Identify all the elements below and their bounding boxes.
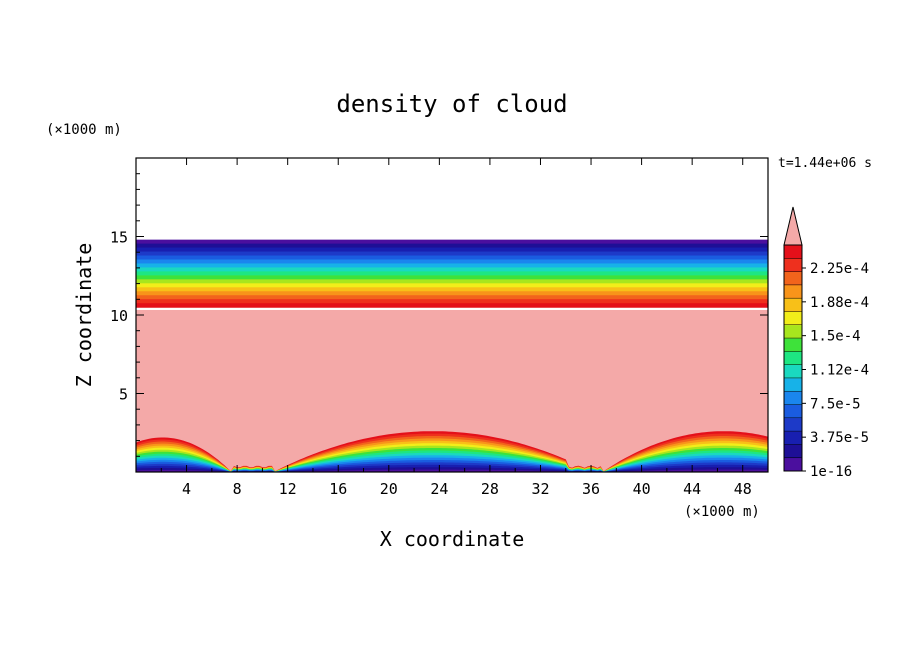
colorbar-frame bbox=[783, 244, 803, 472]
upper-band-13 bbox=[136, 291, 768, 296]
colorbar-extend-arrow bbox=[783, 206, 803, 246]
colorbar-cell-15 bbox=[784, 258, 802, 272]
x-tick-label-2: 12 bbox=[279, 480, 297, 498]
colorbar-label-3: 1.12e-4 bbox=[810, 363, 869, 379]
x-tick-label-9: 40 bbox=[633, 480, 651, 498]
y-tick-label-0: 5 bbox=[119, 386, 128, 404]
colorbar bbox=[783, 206, 803, 472]
x-tick-label-10: 44 bbox=[683, 480, 701, 498]
upper-band-5 bbox=[136, 259, 768, 265]
colorbar-label-5: 3.75e-5 bbox=[810, 430, 869, 446]
upper-band-14 bbox=[136, 295, 768, 300]
colorbar-cell-13 bbox=[784, 284, 802, 299]
upper-band-11 bbox=[136, 283, 768, 288]
colorbar-cell-7 bbox=[784, 364, 802, 379]
upper-band-12 bbox=[136, 287, 768, 292]
upper-band-15 bbox=[136, 299, 768, 304]
x-tick-label-0: 4 bbox=[182, 480, 191, 498]
x-tick-label-4: 20 bbox=[380, 480, 398, 498]
chart-title: density of cloud bbox=[336, 90, 567, 118]
colorbar-cell-11 bbox=[784, 311, 802, 326]
colorbar-label-1: 1.88e-4 bbox=[810, 295, 869, 311]
colorbar-cell-3 bbox=[784, 417, 802, 432]
colorbar-cell-0 bbox=[784, 457, 802, 472]
time-label: t=1.44e+06 s bbox=[778, 156, 872, 171]
x-axis-label: X coordinate bbox=[380, 527, 525, 551]
colorbar-label-6: 1e-16 bbox=[810, 464, 852, 480]
x-tick-label-11: 48 bbox=[734, 480, 752, 498]
upper-band-8 bbox=[136, 271, 768, 276]
upper-band-4 bbox=[136, 255, 768, 261]
density-field bbox=[136, 158, 768, 472]
x-tick-label-5: 24 bbox=[430, 480, 448, 498]
upper-band-9 bbox=[136, 275, 768, 280]
x-tick-label-1: 8 bbox=[233, 480, 242, 498]
x-axis: 4 8 12 16 20 24 28 32 36 40 44 48 bbox=[160, 158, 752, 498]
colorbar-label-4: 7.5e-5 bbox=[810, 396, 861, 412]
colorbar-cell-4 bbox=[784, 404, 802, 419]
upper-band-0 bbox=[136, 239, 768, 245]
colorbar-cell-16 bbox=[784, 245, 802, 259]
upper-band-10 bbox=[136, 279, 768, 284]
upper-band-2 bbox=[136, 247, 768, 253]
y-axis: 5 10 15 bbox=[110, 173, 768, 457]
colorbar-cell-6 bbox=[784, 377, 802, 392]
upper-band-1 bbox=[136, 243, 768, 249]
upper-band-6 bbox=[136, 263, 768, 269]
colorbar-labels: 2.25e-4 1.88e-4 1.5e-4 1.12e-4 7.5e-5 3.75e-5… bbox=[802, 261, 869, 480]
upper-cloud-layer bbox=[136, 239, 768, 308]
x-tick-label-6: 28 bbox=[481, 480, 499, 498]
colorbar-cell-14 bbox=[784, 271, 802, 286]
y-tick-label-2: 15 bbox=[110, 229, 128, 247]
x-tick-label-7: 32 bbox=[531, 480, 549, 498]
colorbar-label-2: 1.5e-4 bbox=[810, 329, 861, 345]
x-tick-label-8: 36 bbox=[582, 480, 600, 498]
colorbar-label-0: 2.25e-4 bbox=[810, 261, 869, 277]
colorbar-cell-12 bbox=[784, 298, 802, 312]
colorbar-cell-10 bbox=[784, 324, 802, 339]
x-unit-label: (×1000 m) bbox=[684, 504, 760, 520]
y-tick-label-1: 10 bbox=[110, 307, 128, 325]
colorbar-cell-8 bbox=[784, 351, 802, 366]
y-unit-label: (×1000 m) bbox=[46, 122, 122, 138]
upper-band-3 bbox=[136, 251, 768, 257]
colorbar-cell-1 bbox=[784, 444, 802, 459]
x-tick-label-3: 16 bbox=[329, 480, 347, 498]
upper-band-16 bbox=[136, 303, 768, 308]
y-axis-label: Z coordinate bbox=[72, 243, 96, 388]
colorbar-cell-5 bbox=[784, 391, 802, 405]
colorbar-cell-2 bbox=[784, 431, 802, 445]
colorbar-cell-9 bbox=[784, 338, 802, 352]
upper-band-7 bbox=[136, 267, 768, 273]
lower-cloud-layer bbox=[136, 431, 768, 472]
